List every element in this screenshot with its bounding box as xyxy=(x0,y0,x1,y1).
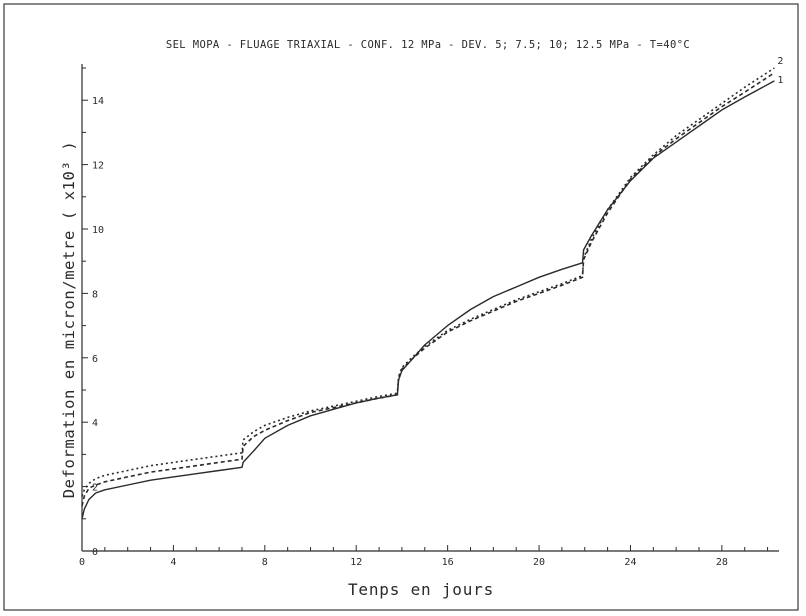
x-tick-label: 0 xyxy=(79,557,85,568)
chart-title: SEL MOPA - FLUAGE TRIAXIAL - CONF. 12 MP… xyxy=(166,39,690,51)
y-tick-label: 8 xyxy=(92,289,98,300)
y-tick-label: 12 xyxy=(92,161,104,172)
x-tick-label: 12 xyxy=(350,557,362,568)
x-tick-label: 24 xyxy=(624,557,636,568)
y-axis-label: Deformation en micron/metre ( x10³ ) xyxy=(60,141,78,499)
series-end-labels: 12 xyxy=(777,56,783,86)
y-tick-label: 2 xyxy=(92,483,98,494)
series-label-2: 2 xyxy=(777,56,783,67)
y-tick-label: 4 xyxy=(92,418,98,429)
x-tick-label: 4 xyxy=(170,557,176,568)
x-axis-label: Tenps en jours xyxy=(348,580,494,599)
series-line-2 xyxy=(81,67,775,497)
series-line-1 xyxy=(81,80,775,519)
figure-border xyxy=(3,3,799,611)
axes xyxy=(81,64,779,552)
x-tick-label: 8 xyxy=(262,557,268,568)
y-tick-label: 14 xyxy=(92,96,104,107)
series-label-1: 1 xyxy=(777,75,783,86)
plot-area xyxy=(81,67,775,519)
y-tick-label: 0 xyxy=(92,547,98,558)
x-tick-label: 20 xyxy=(533,557,545,568)
series-line-3 xyxy=(81,72,775,507)
y-tick-label: 10 xyxy=(92,225,104,236)
x-tick-label: 16 xyxy=(442,557,454,568)
y-tick-label: 6 xyxy=(92,354,98,365)
x-tick-label: 28 xyxy=(716,557,728,568)
tick-marks xyxy=(81,67,769,552)
